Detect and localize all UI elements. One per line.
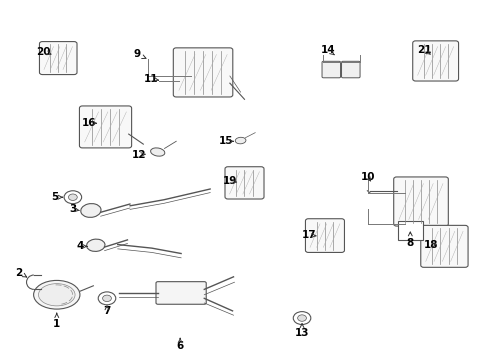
Text: 10: 10	[360, 172, 374, 182]
Text: 8: 8	[406, 238, 413, 248]
Text: 5: 5	[52, 192, 59, 202]
Circle shape	[102, 295, 111, 302]
Ellipse shape	[39, 284, 75, 306]
Text: 13: 13	[294, 328, 308, 338]
Text: 20: 20	[36, 46, 51, 57]
Circle shape	[68, 194, 77, 201]
Ellipse shape	[150, 148, 164, 156]
Text: 2: 2	[16, 267, 23, 278]
FancyBboxPatch shape	[79, 106, 131, 148]
FancyBboxPatch shape	[393, 177, 447, 226]
FancyBboxPatch shape	[305, 219, 344, 252]
FancyBboxPatch shape	[341, 61, 359, 78]
FancyBboxPatch shape	[156, 282, 206, 304]
FancyBboxPatch shape	[40, 41, 77, 75]
Text: 18: 18	[423, 240, 438, 250]
Text: 15: 15	[218, 136, 233, 146]
Text: 14: 14	[321, 45, 335, 55]
Text: 3: 3	[69, 204, 76, 215]
Ellipse shape	[86, 239, 105, 251]
Circle shape	[297, 315, 306, 321]
Circle shape	[98, 292, 116, 305]
FancyBboxPatch shape	[412, 41, 458, 81]
Text: 1: 1	[53, 319, 61, 329]
Text: 9: 9	[133, 49, 141, 59]
Text: 21: 21	[416, 45, 430, 55]
Text: 7: 7	[103, 306, 110, 316]
Circle shape	[64, 191, 81, 204]
FancyBboxPatch shape	[173, 48, 232, 97]
Ellipse shape	[81, 204, 101, 217]
Ellipse shape	[235, 137, 245, 144]
Text: 19: 19	[222, 176, 237, 186]
FancyBboxPatch shape	[322, 61, 340, 78]
Text: 4: 4	[76, 241, 83, 251]
Text: 16: 16	[82, 118, 97, 128]
Ellipse shape	[34, 280, 80, 309]
FancyBboxPatch shape	[420, 225, 467, 267]
FancyBboxPatch shape	[224, 167, 264, 199]
Circle shape	[293, 312, 310, 324]
Text: 17: 17	[301, 230, 316, 240]
Bar	[397, 221, 422, 239]
Text: 11: 11	[143, 74, 158, 84]
Text: 6: 6	[176, 341, 183, 351]
Text: 12: 12	[131, 150, 145, 160]
